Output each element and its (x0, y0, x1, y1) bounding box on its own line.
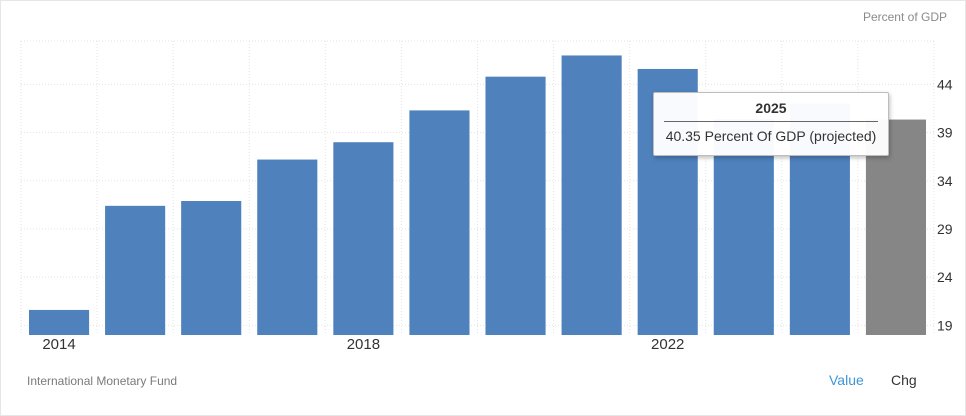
tooltip-body: 40.35 Percent Of GDP (projected) (665, 128, 877, 144)
tooltip-divider (664, 121, 878, 122)
bar-2017[interactable] (257, 159, 318, 335)
unit-label: Percent of GDP (862, 10, 947, 24)
x-tick-label: 2018 (347, 336, 380, 353)
y-axis: 19 24 29 34 39 44 (937, 76, 953, 333)
y-tick-label: 24 (937, 269, 953, 285)
y-tick-label: 44 (937, 76, 953, 92)
bar-2020[interactable] (485, 76, 546, 335)
x-tick-label: 2014 (42, 336, 75, 353)
change-toggle-button[interactable]: Chg (891, 372, 917, 388)
y-tick-label: 29 (937, 221, 953, 237)
bar-2019[interactable] (409, 110, 470, 335)
bar-2015[interactable] (105, 205, 166, 335)
bar-2021[interactable] (561, 55, 622, 335)
bar-chart: 19 24 29 34 39 44 2014 2018 2022 (20, 40, 953, 353)
grid-lines (20, 40, 935, 335)
tooltip: 2025 40.35 Percent Of GDP (projected) (653, 92, 889, 156)
value-toggle-button[interactable]: Value (829, 372, 864, 388)
y-tick-label: 39 (937, 125, 953, 141)
x-tick-label: 2022 (651, 336, 684, 353)
source-label: International Monetary Fund (27, 374, 178, 388)
bar-2014[interactable] (28, 309, 90, 335)
bar-2018[interactable] (333, 142, 394, 335)
bar-2016[interactable] (181, 201, 242, 335)
y-tick-label: 19 (937, 317, 953, 333)
x-axis: 2014 2018 2022 (42, 336, 684, 353)
y-tick-label: 34 (937, 173, 953, 189)
tooltip-title: 2025 (755, 100, 787, 116)
